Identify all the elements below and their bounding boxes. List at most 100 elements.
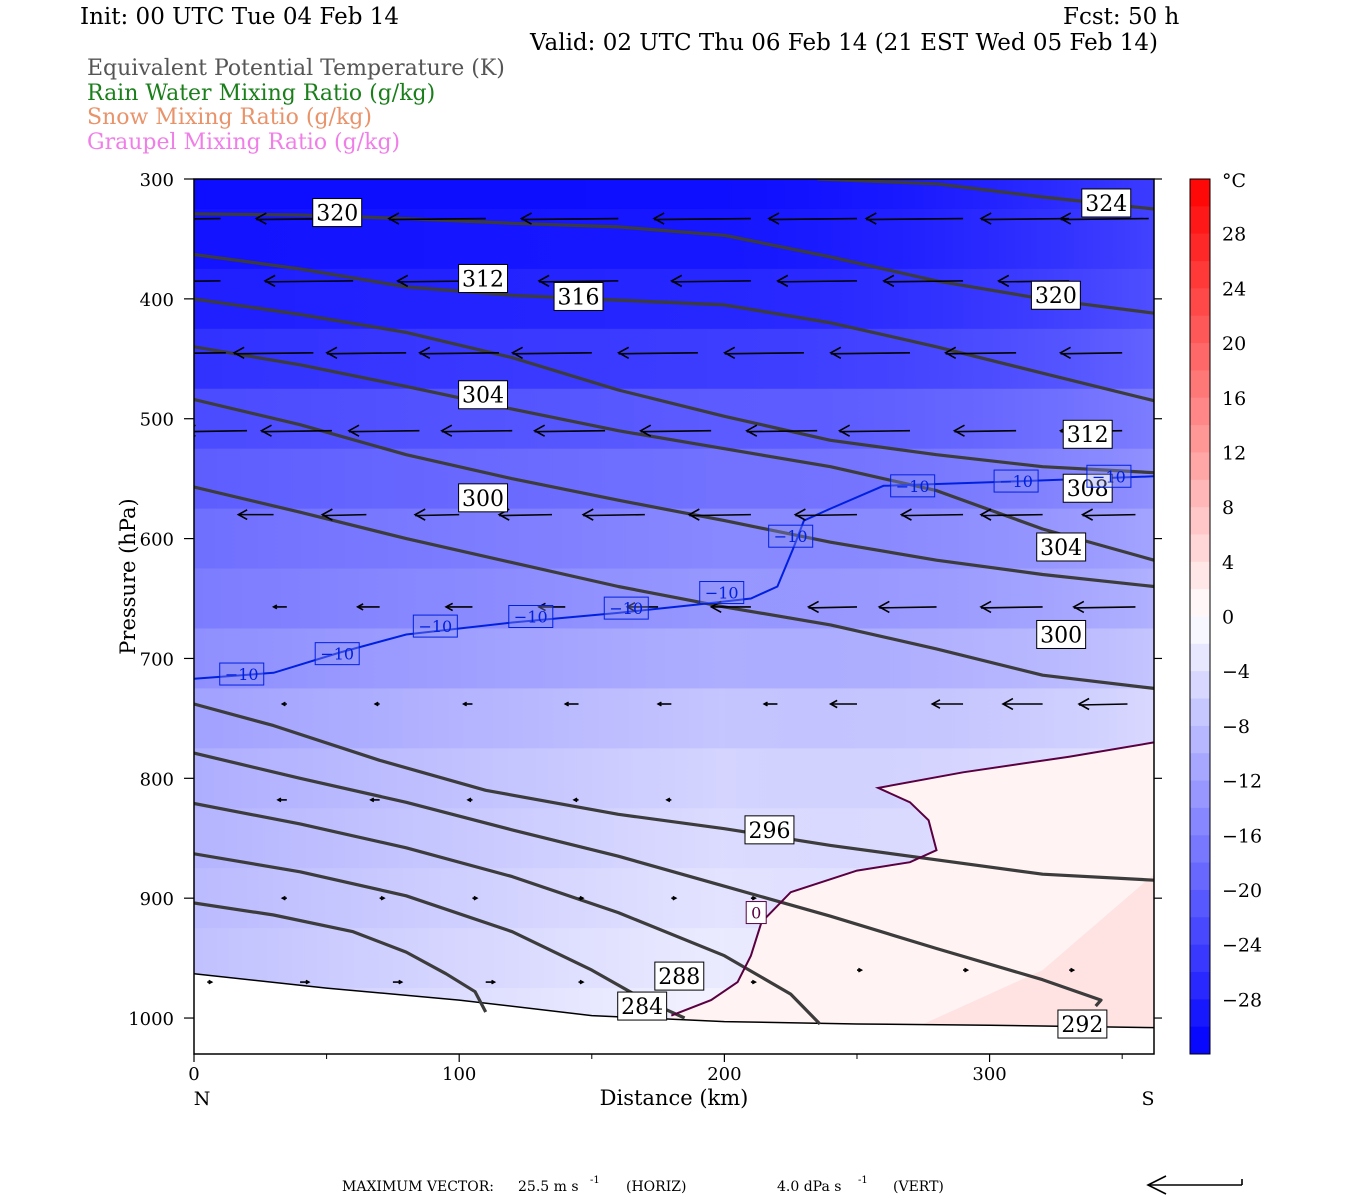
- colorbar-tick-label: −24: [1222, 935, 1262, 957]
- wind-vector-head: [280, 895, 286, 901]
- wind-vector-head: [997, 274, 1010, 288]
- wind-vector-head: [751, 895, 757, 901]
- colorbar-tick-label: 16: [1222, 388, 1246, 410]
- wind-vector: [263, 274, 354, 288]
- theta-e-label-box: [553, 281, 604, 311]
- wind-vector-shaft: [689, 513, 751, 517]
- colorbar-tick-label: −4: [1222, 661, 1250, 683]
- wind-vector-shaft: [945, 352, 1017, 355]
- wind-vector: [750, 895, 757, 901]
- isotherm-label-box: [603, 596, 649, 620]
- isotherm-label: −10: [314, 642, 360, 666]
- colorbar-tick-label: −12: [1222, 771, 1262, 793]
- isotherm-label: −10: [768, 524, 814, 548]
- wind-vector: [519, 212, 619, 225]
- wind-vector-head: [563, 701, 570, 707]
- wind-vector-shaft: [349, 429, 420, 433]
- theta-e-label-box: [312, 198, 363, 228]
- colorbar-step: [1190, 917, 1210, 946]
- isotherm-label-box: [768, 524, 814, 548]
- wind-vector: [671, 895, 678, 901]
- wind-vector-shaft: [499, 513, 553, 517]
- isotherm-label-box: [314, 642, 360, 666]
- wind-vector-head: [964, 967, 970, 973]
- x-tick-label: 100: [442, 1064, 476, 1085]
- wind-vector-head: [373, 701, 379, 707]
- wind-vector-head: [767, 212, 780, 225]
- wind-vector: [537, 274, 619, 288]
- x-tick-label: 300: [972, 1064, 1006, 1085]
- wind-vector-head: [979, 508, 992, 521]
- wind-vector-head: [325, 346, 338, 360]
- theta-e-label-text: 296: [748, 819, 790, 844]
- wind-vector-head: [232, 346, 245, 360]
- wind-vector: [793, 508, 857, 521]
- warm-core: [857, 874, 1154, 1054]
- wind-vector-head: [652, 212, 665, 225]
- wind-vector: [347, 424, 420, 437]
- theta-e-label: 312: [458, 263, 509, 293]
- colorbar-tick-label: −16: [1222, 825, 1262, 847]
- theta-e-label-text: 320: [1035, 284, 1077, 309]
- wind-vector-shaft: [777, 280, 857, 283]
- wind-vector-shaft: [671, 280, 751, 283]
- theta-e-contour: [194, 702, 1154, 882]
- colorbar-frame: [1189, 178, 1211, 1055]
- isotherm-zero: [670, 741, 1154, 1017]
- wind-vector-shaft: [618, 352, 698, 355]
- isotherm-label-text: −10: [999, 472, 1033, 491]
- wind-vector-shaft: [795, 513, 857, 517]
- wind-vector: [979, 600, 1043, 614]
- wind-vector: [952, 424, 1017, 437]
- colorbar-step: [1190, 288, 1210, 317]
- theta-e-label-box: [1081, 188, 1132, 218]
- wind-vector-shaft: [901, 513, 964, 517]
- y-tick-label: 600: [140, 530, 174, 551]
- x-axis-label: Distance (km): [600, 1086, 749, 1110]
- wind-vector: [1059, 212, 1149, 225]
- wind-vector-shaft: [883, 280, 964, 283]
- wind-vector-head: [510, 346, 523, 360]
- wind-vector-shaft: [640, 429, 712, 433]
- wind-vector-head: [672, 895, 678, 901]
- colorbar-step: [1190, 862, 1210, 891]
- wind-vector: [532, 424, 606, 437]
- wind-vector-head: [147, 347, 157, 358]
- isotherm-label-text: −10: [774, 527, 808, 546]
- colorbar-tick-label: 8: [1222, 497, 1234, 519]
- wind-vector: [745, 424, 818, 437]
- wind-vector-shaft: [1060, 217, 1149, 221]
- wind-vector: [806, 600, 857, 614]
- theta-e-label: 312: [1062, 419, 1113, 449]
- wind-vector-head: [537, 602, 546, 612]
- wind-vector: [373, 701, 380, 707]
- theta-e-label-text: 316: [558, 285, 600, 310]
- wind-vector-head: [461, 701, 468, 707]
- wind-vector-shaft: [261, 429, 332, 433]
- theta-e-label: 308: [1062, 473, 1113, 503]
- wind-vector: [1072, 600, 1136, 614]
- theta-e-label-text: 312: [1067, 423, 1109, 448]
- wind-vector-shaft: [521, 217, 619, 221]
- wind-vector: [271, 604, 287, 610]
- horiz-unit: (HORIZ): [626, 1179, 686, 1195]
- wind-vector-shaft: [981, 606, 1043, 609]
- theta-e-contour: [194, 751, 1103, 1008]
- wind-vector-head: [355, 603, 364, 611]
- theta-e-label-box: [1036, 619, 1087, 649]
- wind-vector-head: [320, 508, 333, 521]
- wind-vector: [194, 217, 221, 220]
- wind-vector-shaft: [1082, 513, 1136, 517]
- theta-e-label-text: 312: [462, 267, 504, 292]
- isotherm-label: −10: [603, 596, 649, 620]
- colorbar-step: [1190, 425, 1210, 453]
- colorbar-step: [1190, 671, 1210, 700]
- wind-vector-shaft: [1060, 352, 1123, 355]
- wind-vector-head: [263, 274, 276, 288]
- wind-vector-head: [745, 424, 758, 437]
- theta-e-label-box: [458, 263, 509, 293]
- wind-vector-head: [837, 424, 851, 437]
- wind-vector: [776, 274, 857, 288]
- wind-vector-shaft: [194, 352, 226, 355]
- isotherm-label: −10: [412, 614, 458, 638]
